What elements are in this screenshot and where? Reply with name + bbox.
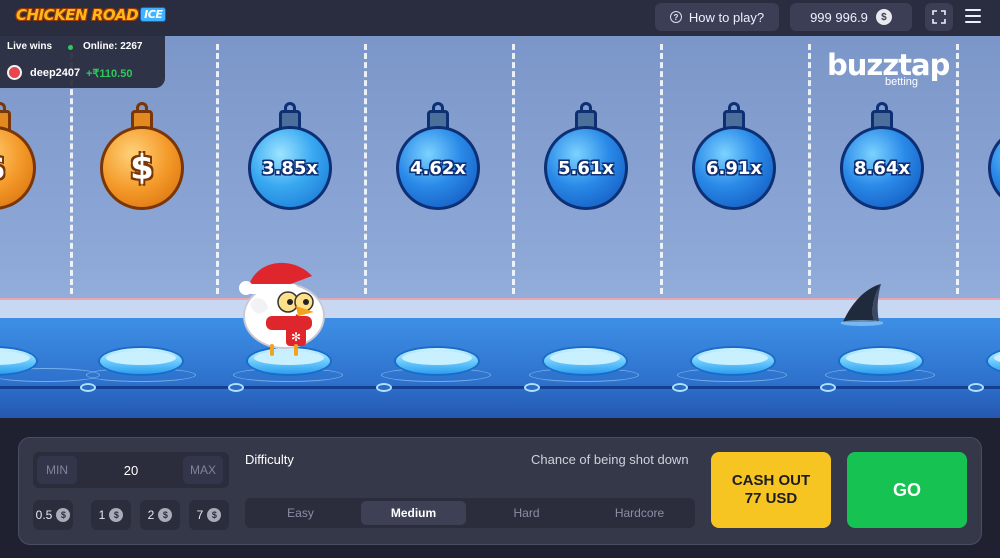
ornament-hook <box>876 102 888 114</box>
coin-icon: $ <box>207 508 222 522</box>
multiplier-ornament[interactable]: 6.91x <box>692 126 776 210</box>
bet-amount-box: MIN 20 MAX <box>33 452 229 488</box>
difficulty-option-medium[interactable]: Medium <box>361 501 466 525</box>
how-to-play-label: How to play? <box>688 9 765 25</box>
info-icon: ? <box>669 11 682 23</box>
coin-icon: $ <box>158 508 173 522</box>
lane-divider <box>956 44 959 294</box>
ornament-hook <box>0 102 6 114</box>
lane-divider <box>364 44 367 294</box>
win-amount: +₹110.50 <box>86 68 133 80</box>
lane-divider <box>808 44 811 294</box>
ornament-hook <box>136 102 148 114</box>
lane-divider <box>216 44 219 294</box>
quick-bet-button[interactable]: 0.5 $ <box>33 500 73 530</box>
bubble-marker <box>228 383 244 392</box>
menu-icon <box>965 9 981 11</box>
ice-floe[interactable] <box>542 346 628 376</box>
logo-text: CHICKEN ROAD <box>16 6 139 24</box>
currency-coin-icon: $ <box>875 9 892 25</box>
quick-bet-button[interactable]: 1 $ <box>91 500 131 530</box>
fullscreen-icon <box>932 10 946 24</box>
avatar <box>7 65 22 80</box>
ornament-hook <box>432 102 444 114</box>
brand-sub: betting <box>885 76 919 88</box>
ornament-collected: $ <box>0 126 36 210</box>
top-bar: CHICKEN ROAD ICE ? How to play? 999 996.9… <box>0 0 1000 36</box>
how-to-play-button[interactable]: ? How to play? <box>655 3 779 31</box>
difficulty-option-hardcore[interactable]: Hardcore <box>614 506 665 520</box>
game-board: buzztap betting $ $ 3.85x 4.62x 5.61x 6.… <box>0 36 1000 418</box>
quick-bet-button[interactable]: 2 $ <box>140 500 180 530</box>
quick-bet-button[interactable]: 7 $ <box>189 500 229 530</box>
multiplier-ornament[interactable]: 4.62x <box>396 126 480 210</box>
ornament-hook <box>580 102 592 114</box>
multiplier-ornament[interactable]: 8.64x <box>840 126 924 210</box>
balance-value: 999 996.9 <box>810 9 868 25</box>
dollar-icon: $ <box>130 148 154 188</box>
difficulty-option-hard[interactable]: Hard <box>513 506 540 520</box>
menu-button[interactable] <box>965 9 981 23</box>
game-logo: CHICKEN ROAD ICE <box>16 6 167 24</box>
cash-out-button[interactable]: CASH OUT 77 USD <box>711 452 831 528</box>
logo-badge: ICE <box>140 7 167 22</box>
quick-bet-value: 7 <box>196 508 204 522</box>
ice-floe[interactable] <box>690 346 776 376</box>
multiplier-ornament[interactable]: 5.61x <box>544 126 628 210</box>
quick-bet-value: 0.5 <box>35 508 53 522</box>
lane-divider <box>660 44 663 294</box>
go-button[interactable]: GO <box>847 452 967 528</box>
difficulty-selector: Easy Medium Hard Hardcore <box>245 498 695 528</box>
dollar-icon: $ <box>0 148 6 188</box>
bubble-marker <box>672 383 688 392</box>
online-status-icon <box>68 45 73 50</box>
min-bet-button[interactable]: MIN <box>37 456 77 484</box>
difficulty-option-easy[interactable]: Easy <box>287 506 314 520</box>
go-label: GO <box>892 479 921 500</box>
multiplier-value: 8.64x <box>853 157 911 179</box>
bubble-marker <box>524 383 540 392</box>
quick-bet-value: 1 <box>98 508 106 522</box>
bubble-marker <box>80 383 96 392</box>
fullscreen-button[interactable] <box>925 3 953 31</box>
ice-floe[interactable] <box>394 346 480 376</box>
bet-amount-input[interactable]: 20 <box>123 462 139 478</box>
multiplier-value: 4.62x <box>409 157 467 179</box>
shark-fin-icon <box>841 284 883 326</box>
cash-out-label: CASH OUT <box>731 472 811 489</box>
online-count: Online: 2267 <box>83 41 143 52</box>
cash-out-amount: 77 USD <box>744 490 798 507</box>
multiplier-value: 5.61x <box>557 157 615 179</box>
balance-display: 999 996.9 $ <box>790 3 912 31</box>
multiplier-value: 6.91x <box>705 157 763 179</box>
ornament-hook <box>728 102 740 114</box>
ornament-collected: $ <box>100 126 184 210</box>
quick-bet-value: 2 <box>147 508 155 522</box>
chicken-player-icon: ✻ <box>239 262 325 356</box>
max-bet-button[interactable]: MAX <box>183 456 223 484</box>
chance-label: Chance of being shot down <box>531 452 689 467</box>
ornament-hook <box>284 102 296 114</box>
ice-floe[interactable] <box>98 346 184 376</box>
bubble-marker <box>820 383 836 392</box>
coin-icon: $ <box>56 508 71 522</box>
water-border <box>0 386 1000 389</box>
lane-divider <box>70 44 73 294</box>
win-username: deep2407 <box>30 67 81 79</box>
bubble-marker <box>376 383 392 392</box>
multiplier-ornament-partial <box>988 126 1000 210</box>
multiplier-ornament[interactable]: 3.85x <box>248 126 332 210</box>
live-wins-panel: Live wins Online: 2267 deep2407 +₹110.50 <box>0 36 165 88</box>
multiplier-value: 3.85x <box>261 157 319 179</box>
bet-control-panel: MIN 20 MAX 0.5 $ 1 $ 2 $ 7 $ Difficulty … <box>18 437 982 545</box>
svg-text:✻: ✻ <box>291 330 301 344</box>
ice-floe[interactable] <box>838 346 924 376</box>
live-wins-label: Live wins <box>7 41 53 52</box>
coin-icon: $ <box>109 508 124 522</box>
lane-divider <box>512 44 515 294</box>
bubble-marker <box>968 383 984 392</box>
difficulty-label: Difficulty <box>245 452 294 467</box>
brand-logo: buzztap <box>827 48 950 82</box>
